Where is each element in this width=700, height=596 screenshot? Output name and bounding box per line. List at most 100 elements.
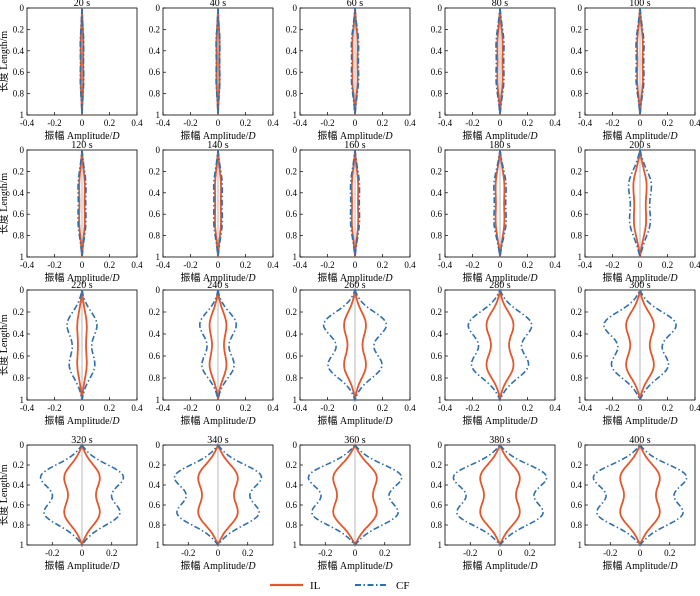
series-il-envelope [625, 289, 655, 401]
x-tick-label: 0.2 [522, 260, 533, 270]
y-tick-label: 0.4 [286, 480, 298, 490]
y-tick-label: 0.8 [286, 373, 298, 383]
y-tick-label: 1 [156, 540, 161, 550]
x-tick-label: -0.2 [465, 118, 479, 128]
panel-5: 100 s 0 0.2 0.4 0.6 0.8 1-0.4 -0.2 0 0.2 0.4 振幅 Amp… [571, 0, 700, 142]
series-cf-envelope [627, 147, 653, 258]
y-tick-label: 0 [293, 285, 298, 295]
y-tick-label: 0.4 [286, 46, 298, 56]
x-tick-label: -0.2 [183, 403, 197, 413]
panel-title: 20 s [74, 0, 91, 9]
series-cf-envelope [495, 7, 505, 116]
y-tick-label: 1 [438, 395, 443, 405]
x-tick-label: 0 [216, 260, 221, 270]
panel-15: 300 s 0 0.2 0.4 0.6 0.8 1-0.4 -0.2 0 0.2 0.4 振幅 Amp… [571, 280, 700, 427]
x-tick-label: 0 [80, 548, 85, 558]
x-tick-label: 0.4 [549, 118, 561, 128]
y-tick-label: 0.6 [149, 500, 161, 510]
y-tick-label: 0.8 [431, 231, 443, 241]
x-axis-label: 振幅 Amplitude/D [462, 129, 538, 142]
x-tick-label: 0.2 [664, 548, 675, 558]
panel-title: 180 s [489, 140, 511, 151]
y-tick-label: 0.4 [149, 46, 161, 56]
x-tick-label: 0.4 [549, 403, 561, 413]
x-tick-label: 0.4 [404, 118, 416, 128]
x-tick-label: -0.2 [47, 260, 61, 270]
x-tick-label: -0.4 [578, 403, 593, 413]
x-tick-label: 0 [638, 118, 643, 128]
x-tick-label: 0 [216, 118, 221, 128]
y-tick-label: 0.8 [13, 373, 25, 383]
panel-11: 220 s00.20.40.60.81-0.4 -0.2 0 0.2 0.4长度 Len… [0, 280, 143, 427]
x-tick-label: -0.2 [605, 403, 619, 413]
x-tick-label: 0.2 [104, 403, 115, 413]
panel-7: 140 s 0 0.2 0.4 0.6 0.8 1-0.4 -0.2 0 0.2 0.4 振幅 Amp… [149, 140, 279, 284]
y-tick-label: 0.4 [571, 46, 583, 56]
x-axis-label: 振幅 Amplitude/D [462, 414, 538, 427]
x-axis-label: 振幅 Amplitude/D [602, 129, 678, 142]
x-axis-label: 振幅 Amplitude/D [180, 414, 256, 427]
y-tick-label: 0.8 [286, 520, 298, 530]
x-tick-label: 0.2 [377, 118, 388, 128]
panel-title: 320 s [71, 435, 93, 446]
x-tick-label: -0.2 [320, 118, 334, 128]
x-tick-label: 0 [353, 118, 358, 128]
y-tick-label: 0.6 [149, 67, 161, 77]
x-axis-label: 振幅 Amplitude/D [317, 414, 393, 427]
y-tick-label: 0.6 [286, 67, 298, 77]
panel-20: 400 s00.20.40.60.81-0.2 0 0.2振幅 Amplitude/… [571, 435, 696, 572]
series-cf-envelope [215, 7, 221, 116]
y-tick-label: 0.2 [431, 307, 442, 317]
y-tick-label: 1 [578, 395, 583, 405]
y-tick-label: 0.8 [286, 89, 298, 99]
y-tick-label: 1 [578, 110, 583, 120]
x-tick-label: -0.2 [465, 403, 479, 413]
x-tick-label: 0.4 [689, 403, 700, 413]
x-tick-label: 0.2 [240, 260, 251, 270]
y-tick-label: 0.2 [286, 166, 297, 176]
x-tick-label: -0.4 [156, 118, 171, 128]
y-tick-label: 0.2 [431, 24, 442, 34]
panel-title: 340 s [207, 435, 229, 446]
series-cf-envelope [39, 443, 125, 547]
x-tick-label: -0.4 [20, 403, 35, 413]
panel-14: 280 s 0 0.2 0.4 0.6 0.8 1-0.4 -0.2 0 0.2 0.4 振幅 Amp… [431, 280, 561, 427]
series-cf-envelope [603, 288, 677, 402]
y-tick-label: 0.8 [431, 89, 443, 99]
y-axis-label: 长度 Length/m [0, 173, 10, 235]
x-axis-label: 振幅 Amplitude/D [44, 559, 120, 572]
x-tick-label: -0.2 [318, 548, 332, 558]
y-tick-label: 0.2 [431, 166, 442, 176]
series-cf-envelope [212, 149, 224, 258]
x-tick-label: -0.2 [181, 548, 195, 558]
y-tick-label: 0.6 [571, 67, 583, 77]
x-tick-label: -0.4 [438, 118, 453, 128]
y-tick-label: 0 [20, 3, 25, 13]
panel-title: 240 s [207, 280, 229, 291]
x-tick-label: 0 [353, 403, 358, 413]
panel-13: 260 s 0 0.2 0.4 0.6 0.8 1-0.4 -0.2 0 0.2 0.4 振幅 Amp… [286, 280, 416, 427]
y-tick-label: 0.6 [286, 209, 298, 219]
x-axis-label: 振幅 Amplitude/D [180, 559, 256, 572]
series-cf-envelope [77, 149, 87, 258]
y-tick-label: 0.2 [149, 307, 160, 317]
x-tick-label: 0 [80, 118, 85, 128]
series-cf-envelope [198, 289, 238, 401]
y-tick-label: 0.2 [571, 24, 582, 34]
y-tick-label: 1 [20, 252, 25, 262]
x-axis-label: 振幅 Amplitude/D [180, 271, 256, 284]
y-tick-label: 0.8 [149, 89, 161, 99]
x-tick-label: 0.4 [404, 403, 416, 413]
legend: IL CF [270, 580, 409, 592]
y-tick-label: 0.8 [13, 231, 25, 241]
panel-title: 100 s [629, 0, 651, 9]
series-cf-envelope [79, 7, 85, 116]
y-tick-label: 1 [20, 110, 25, 120]
y-tick-label: 0.8 [13, 89, 25, 99]
x-axis-label: 振幅 Amplitude/D [602, 414, 678, 427]
x-tick-label: -0.4 [293, 260, 308, 270]
y-tick-label: 0.4 [431, 188, 443, 198]
series-il-envelope [636, 7, 644, 116]
x-tick-label: 0.2 [240, 403, 251, 413]
